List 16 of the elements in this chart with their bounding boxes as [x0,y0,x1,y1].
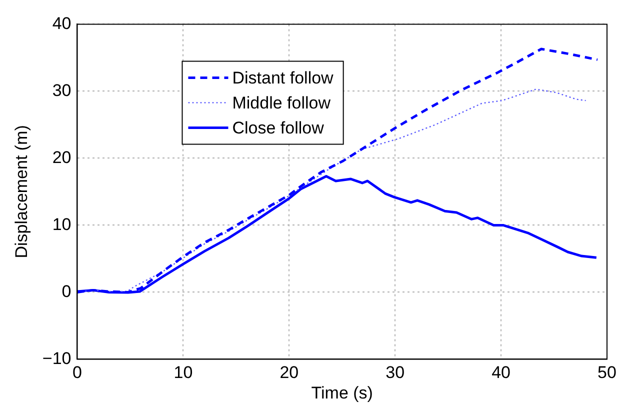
y-axis-title: Displacement (m) [12,125,31,258]
y-tick-label: 30 [52,80,72,100]
y-tick-label: 20 [52,148,72,167]
legend-label: Distant follow [232,68,334,88]
legend-label: Middle follow [232,93,332,112]
x-tick-label: 30 [386,363,405,382]
y-tick-label: −10 [42,348,72,368]
x-tick-label: 40 [492,363,511,382]
y-tick-label: 40 [52,14,72,33]
legend-label: Close follow [232,118,325,138]
x-tick-label: 50 [598,363,616,382]
y-tick-label: 0 [62,282,72,301]
y-tick-label: 10 [52,214,72,234]
x-axis-title: Time (s) [311,383,373,402]
x-tick-label: 20 [280,363,299,382]
x-tick-label: 10 [174,363,193,382]
